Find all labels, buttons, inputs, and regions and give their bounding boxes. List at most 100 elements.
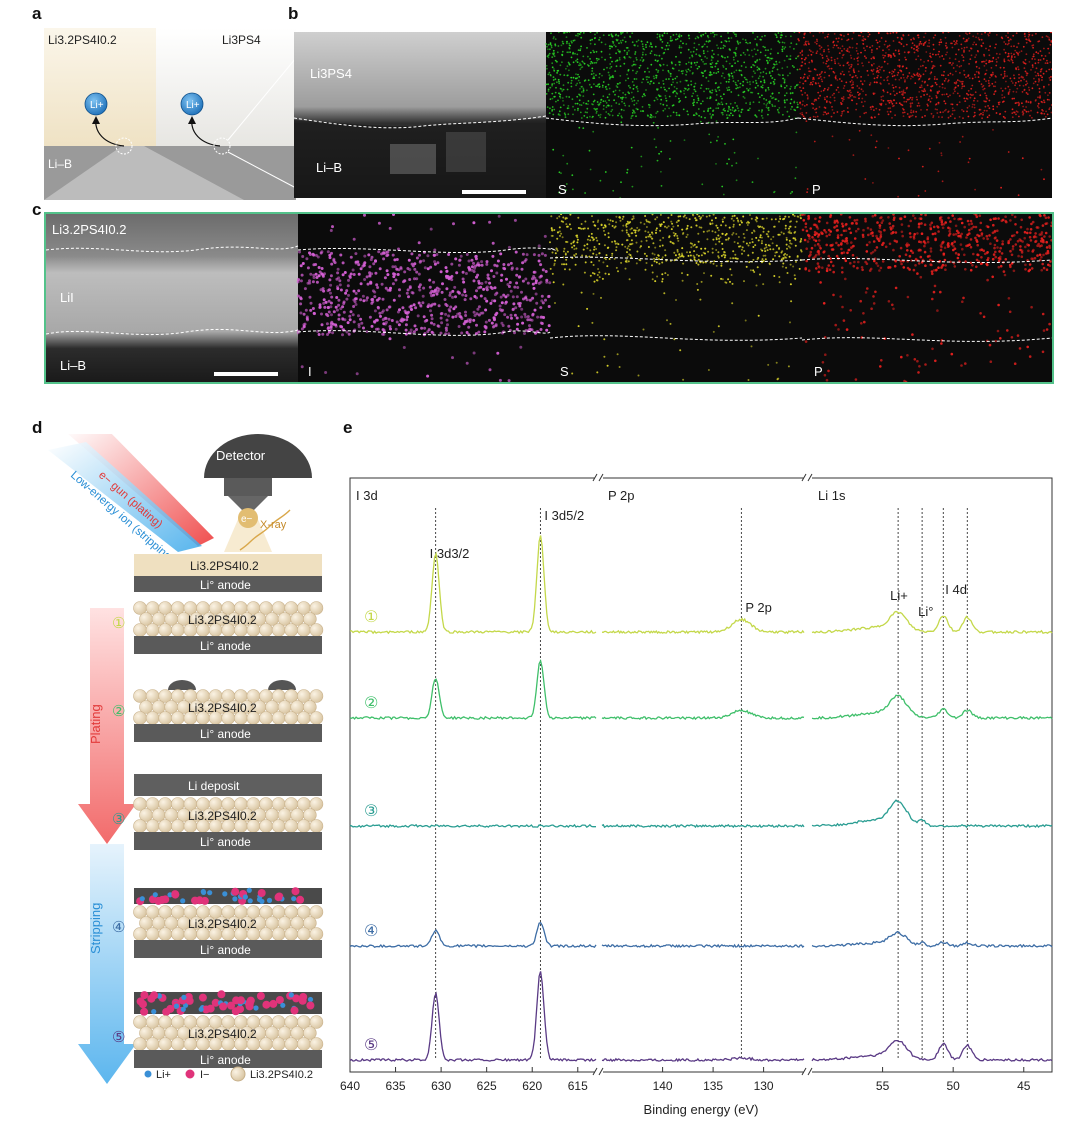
axis-break-mark (807, 1067, 813, 1076)
step-marker-1: ① (112, 615, 125, 632)
sample-anode-top (134, 576, 322, 592)
axis-break-mark (801, 1067, 807, 1076)
i-elemental-map-c (296, 214, 552, 382)
sem-c-mid-label: LiI (60, 290, 74, 305)
electron-label: e− (241, 514, 253, 525)
stripping-arrow (78, 844, 136, 1084)
x-tick-label: 140 (653, 1079, 673, 1093)
sem-b-bottom-label: Li–B (316, 160, 343, 175)
region-label: P 2p (608, 488, 635, 503)
stack-anode-label: Li° anode (200, 727, 251, 741)
p-elemental-map-c (801, 214, 1052, 382)
spectrum-4: ④ (349, 921, 1053, 949)
axis-break-mark (592, 1067, 598, 1076)
li-b-label: Li–B (48, 157, 72, 171)
stack-step-2: Li3.2PS4I0.2 Li° anode ② (112, 680, 324, 742)
spectrum-1: ① (349, 535, 1053, 635)
photoelectron-icon (238, 508, 258, 528)
li-deposit-label: Li deposit (188, 779, 240, 793)
xray-wave (239, 509, 291, 551)
spectrum-label: ① (364, 609, 378, 626)
axis-break-mark (801, 473, 807, 482)
step-marker-5: ⑤ (112, 1029, 125, 1046)
legend-iodide-label: I− (200, 1069, 209, 1081)
legend-li-ion-icon (144, 1070, 152, 1078)
x-tick-label: 615 (568, 1079, 588, 1093)
stack-electrolyte-label: Li3.2PS4I0.2 (188, 809, 257, 823)
li-ion-sphere-left (84, 92, 108, 116)
spectrum-3: ③ (349, 799, 1053, 829)
s-elemental-map-b (545, 32, 799, 198)
step-marker-2: ② (112, 703, 125, 720)
peak-annotation: Li+ (890, 588, 908, 603)
stack-anode-label: Li° anode (200, 835, 251, 849)
stack-electrolyte-label: Li3.2PS4I0.2 (188, 917, 257, 931)
lps-layer (156, 28, 296, 146)
legend-particle-label: Li3.2PS4I0.2 (250, 1069, 313, 1081)
spectrum-trace (601, 943, 805, 949)
sample-electrolyte-top (134, 554, 322, 576)
detector-dome (204, 434, 312, 478)
xps-chart: 640 635 630 625 620 615 I 3d 140 135 130 P 2p 55 50 4… (340, 473, 1053, 1117)
x-tick-label: 55 (876, 1079, 890, 1093)
stack-step-5: Li3.2PS4I0.2 Li° anode ⑤ (112, 990, 324, 1068)
spectrum-trace (349, 921, 597, 949)
li-ion-sphere-right (180, 92, 204, 116)
panel-a-schematic: Li+ Li+ Li3.2PS4I0.2 Li3PS4 Li–B (44, 28, 296, 200)
axis-break-mark (598, 473, 604, 482)
axis-break-mark (598, 1067, 604, 1076)
x-tick-label: 620 (522, 1079, 542, 1093)
spectrum-2: ② (349, 659, 1053, 721)
li-ion-label-left: Li+ (90, 100, 104, 111)
lpsi-layer (44, 28, 156, 146)
spectrum-label: ② (364, 695, 378, 712)
x-tick-label: 640 (340, 1079, 360, 1093)
sem-image-c (46, 214, 298, 382)
ion-beam (48, 442, 202, 552)
x-tick-label: 635 (386, 1079, 406, 1093)
p-elemental-map-b (797, 32, 1052, 198)
axis-break-mark (592, 473, 598, 482)
spectrum-trace (349, 535, 597, 635)
axis-break-mark (807, 473, 813, 482)
plating-label: Plating (88, 704, 103, 744)
li-ion-label-right: Li+ (186, 100, 200, 111)
x-tick-label: 630 (431, 1079, 451, 1093)
stack-electrolyte-label: Li3.2PS4I0.2 (188, 701, 257, 715)
x-tick-label: 135 (703, 1079, 723, 1093)
stack-anode-label: Li° anode (200, 639, 251, 653)
spectrum-trace (811, 694, 1053, 720)
detector-label: Detector (216, 448, 266, 463)
step-marker-3: ③ (112, 811, 125, 828)
spectrum-5: ⑤ (349, 971, 1053, 1063)
peak-annotation: P 2p (745, 600, 772, 615)
spectrum-label: ④ (364, 923, 378, 940)
map-c-p-label: P (814, 364, 823, 379)
lps-label: Li3PS4 (222, 33, 261, 47)
spectrum-trace (601, 617, 805, 635)
s-elemental-map-c (549, 214, 803, 381)
sem-c-top-label: Li3.2PS4I0.2 (52, 222, 127, 237)
x-tick-label: 625 (477, 1079, 497, 1093)
spectrum-trace (349, 823, 597, 829)
panel-c-images: Li3.2PS4I0.2 LiI Li–B I S P (46, 214, 1052, 382)
stack-anode-label: Li° anode (200, 943, 251, 957)
x-tick-label: 50 (946, 1079, 960, 1093)
spectrum-trace (601, 709, 805, 721)
scale-bar-b (462, 190, 526, 194)
peak-annotation: I 4d (945, 582, 967, 597)
legend-li-ion-label: Li+ (156, 1069, 171, 1081)
panel-d-schematic: e− gun (plating) Low-energy ion (strippi… (48, 434, 324, 1084)
map-b-p-label: P (812, 182, 821, 197)
xray-label: X-ray (260, 519, 287, 531)
legend-iodide-icon (185, 1069, 195, 1079)
spectrum-label: ⑤ (364, 1037, 378, 1054)
spectrum-trace (811, 1039, 1053, 1062)
sem-b-top-label: Li3PS4 (310, 66, 352, 81)
stack-step-1: Li3.2PS4I0.2 Li° anode ① (112, 601, 324, 654)
map-c-s-label: S (560, 364, 569, 379)
panel-c-frame (44, 212, 1054, 384)
region-label: I 3d (356, 488, 378, 503)
x-tick-label: 45 (1017, 1079, 1031, 1093)
panel-letter-c: c (32, 200, 42, 219)
